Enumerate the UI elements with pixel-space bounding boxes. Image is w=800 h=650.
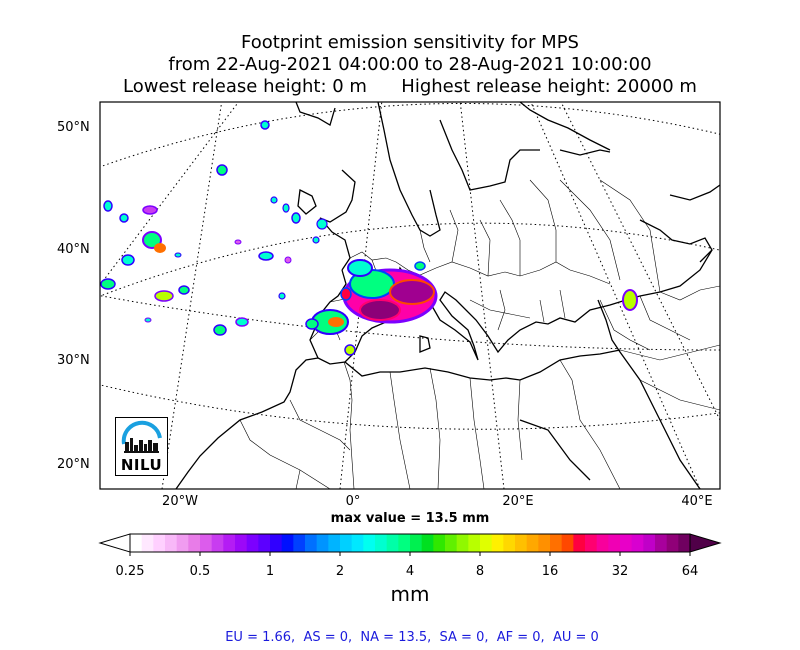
graticule-parallels — [100, 102, 720, 430]
colorbar-cell — [515, 534, 528, 552]
colorbar-tick-label: 1 — [265, 564, 275, 579]
colorbar-max-extension — [689, 533, 722, 553]
lat-label-30n: 30°N — [57, 353, 90, 368]
highest-release-height: Highest release height: 20000 m — [401, 76, 697, 97]
colorbar-cell — [130, 534, 143, 552]
colorbar-cell — [631, 534, 644, 552]
coastlines — [175, 102, 720, 489]
title-line-1: Footprint emission sensitivity for MPS — [241, 32, 579, 53]
colorbar-cell — [678, 534, 691, 552]
colorbar-cell — [491, 534, 504, 552]
colorbar-cell — [246, 534, 259, 552]
colorbar-cell — [410, 534, 423, 552]
colorbar-cell — [165, 534, 178, 552]
colorbar-cell — [223, 534, 236, 552]
colorbar-cell — [620, 534, 633, 552]
colorbar-cell — [538, 534, 551, 552]
colorbar-cell — [608, 534, 621, 552]
colorbar-cell — [305, 534, 318, 552]
colorbar-cell — [211, 534, 224, 552]
lon-label-20e: 20°E — [502, 494, 534, 509]
colorbar-cell — [141, 534, 154, 552]
colorbar-cell — [375, 534, 388, 552]
colorbar-cell — [258, 534, 271, 552]
lat-label-20n: 20°N — [57, 457, 90, 472]
colorbar-cell — [573, 534, 586, 552]
lat-label-40n: 40°N — [57, 242, 90, 257]
colorbar-cell — [386, 534, 399, 552]
colorbar-tick-label: 64 — [681, 564, 699, 579]
nilu-logo-text: NILU — [120, 456, 163, 474]
colorbar-cell — [351, 534, 364, 552]
colorbar-cell — [526, 534, 539, 552]
title-line-2: from 22-Aug-2021 04:00:00 to 28-Aug-2021… — [168, 54, 652, 75]
colorbar-cell — [468, 534, 481, 552]
lon-label-40e: 40°E — [681, 494, 713, 509]
colorbar-cell — [456, 534, 469, 552]
colorbar-cell — [316, 534, 329, 552]
colorbar-tick-label: 8 — [475, 564, 485, 579]
lowest-release-height: Lowest release height: 0 m — [123, 76, 367, 97]
colorbar-cell — [503, 534, 516, 552]
colorbar-cell — [235, 534, 248, 552]
colorbar-cell — [340, 534, 353, 552]
colorbar-cell — [655, 534, 668, 552]
colorbar-cell — [666, 534, 679, 552]
colorbar-cell — [363, 534, 376, 552]
colorbar-cell — [433, 534, 446, 552]
colorbar-tick-label: 4 — [405, 564, 415, 579]
colorbar-tick-label: 32 — [611, 564, 629, 579]
title-line-3: Lowest release height: 0 m Highest relea… — [0, 76, 800, 98]
colorbar-cell — [281, 534, 294, 552]
lon-label-20w: 20°W — [162, 494, 198, 509]
country-borders — [239, 179, 720, 489]
colorbar-cell — [421, 534, 434, 552]
nilu-logo: NILU — [115, 417, 168, 476]
colorbar-cell — [398, 534, 411, 552]
colorbar-cell — [643, 534, 656, 552]
colorbar-unit: mm — [390, 582, 430, 606]
colorbar-min-extension — [98, 533, 131, 553]
colorbar-cell — [270, 534, 283, 552]
colorbar-cell — [445, 534, 458, 552]
max-value-label: max value = 13.5 mm — [330, 511, 490, 526]
colorbar-cell — [176, 534, 189, 552]
region-summary: EU = 1.66, AS = 0, NA = 13.5, SA = 0, AF… — [225, 630, 599, 645]
footprint-blobs — [100, 120, 638, 356]
colorbar-cell — [480, 534, 493, 552]
lat-label-50n: 50°N — [57, 120, 90, 135]
colorbar-tick-label: 0.5 — [189, 564, 211, 579]
colorbar-cell — [596, 534, 609, 552]
colorbar-tick-label: 2 — [335, 564, 345, 579]
colorbar-cell — [585, 534, 598, 552]
colorbar-tick-label: 16 — [541, 564, 559, 579]
lon-label-0: 0° — [345, 494, 361, 509]
colorbar-cell — [328, 534, 341, 552]
colorbar-cell — [188, 534, 201, 552]
colorbar-cell — [200, 534, 213, 552]
nilu-logo-graphic — [121, 420, 162, 453]
colorbar-cell — [561, 534, 574, 552]
colorbar-tick-label: 0.25 — [115, 564, 145, 579]
colorbar-cell — [153, 534, 166, 552]
colorbar-cell — [550, 534, 563, 552]
colorbar-cell — [293, 534, 306, 552]
